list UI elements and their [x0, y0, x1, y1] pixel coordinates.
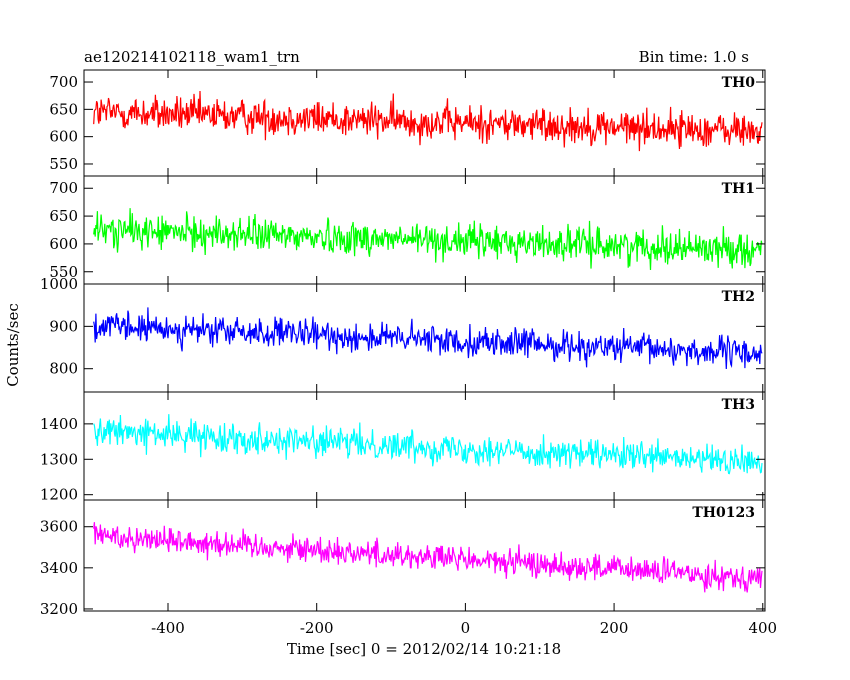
x-axis-title: Time [sec] 0 = 2012/02/14 10:21:18 [287, 640, 561, 658]
y-tick-label: 600 [49, 128, 78, 146]
series-line-th3 [93, 414, 763, 475]
y-tick-label: 650 [49, 100, 78, 118]
x-tick-label: 200 [600, 619, 629, 637]
panel-label: TH0123 [692, 505, 755, 521]
y-tick-label: 3400 [40, 559, 78, 577]
y-tick-label: 1400 [40, 415, 78, 433]
panel-th1: 550 600 650 700 TH1 [49, 175, 766, 285]
chart-title: ae120214102118_wam1_trn [84, 48, 300, 66]
y-tick-label: 550 [49, 155, 78, 173]
y-axis-title: Counts/sec [4, 303, 22, 387]
panel-frame [83, 391, 766, 501]
y-tick-label: 1000 [40, 275, 78, 293]
panel-label: TH2 [722, 289, 755, 305]
panel-stack: 550 600 650 700 TH0 550 600 650 700 TH1 800 900 1000… [40, 69, 777, 637]
panel-frame [83, 499, 766, 612]
y-tick-label: 900 [49, 317, 78, 335]
y-tick-label: 1200 [40, 486, 78, 504]
y-tick-label: 800 [49, 360, 78, 378]
x-tick-label: 0 [461, 619, 471, 637]
y-tick-label: 550 [49, 263, 78, 281]
panel-th2: 800 900 1000 TH2 [40, 275, 766, 393]
y-tick-label: 3200 [40, 600, 78, 618]
panel-label: TH0 [722, 75, 756, 91]
bin-time-label: Bin time: 1.0 s [639, 48, 749, 66]
x-tick-label: -400 [151, 619, 185, 637]
panel-th0123: 3200 3400 3600 TH0123 [40, 499, 766, 618]
y-tick-label: 700 [49, 73, 78, 91]
y-tick-label: 650 [49, 207, 78, 225]
panel-th3: 1200 1300 1400 TH3 [40, 391, 766, 504]
y-tick-label: 700 [49, 179, 78, 197]
y-tick-label: 1300 [40, 450, 78, 468]
panel-label: TH1 [722, 181, 755, 197]
series-line-th0123 [93, 522, 763, 593]
y-tick-label: 3600 [40, 518, 78, 536]
panel-th0: 550 600 650 700 TH0 [49, 69, 766, 177]
panel-label: TH3 [722, 397, 755, 413]
x-tick-label: 400 [748, 619, 777, 637]
series-line-th1 [93, 208, 763, 271]
y-tick-label: 600 [49, 235, 78, 253]
series-line-th0 [93, 90, 763, 152]
series-line-th2 [93, 307, 763, 370]
x-tick-label: -200 [300, 619, 334, 637]
